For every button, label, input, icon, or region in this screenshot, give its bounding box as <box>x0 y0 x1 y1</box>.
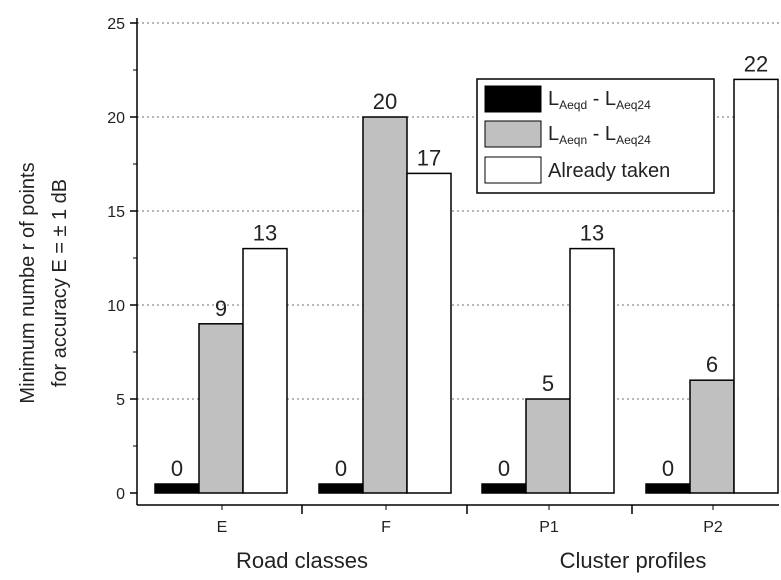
data-label: 0 <box>498 456 510 481</box>
data-label: 0 <box>662 456 674 481</box>
legend: LAeqd - LAeq24 LAeqn - LAeq24 Already ta… <box>476 78 715 194</box>
y-tick-label: 20 <box>107 110 125 127</box>
bar <box>154 483 200 494</box>
bar <box>406 172 452 494</box>
bar <box>689 379 735 494</box>
y-tick-label: 10 <box>107 298 125 315</box>
group-label-cluster-profiles: Cluster profiles <box>560 548 707 573</box>
y-axis-label-line1: Minimum numbe r of points <box>17 162 39 403</box>
data-label: 13 <box>580 221 604 246</box>
y-tick-label: 25 <box>107 16 125 33</box>
legend-label-already-taken: Already taken <box>548 160 670 182</box>
legend-swatch-aeqn <box>484 120 542 148</box>
group-label-road-classes: Road classes <box>236 548 368 573</box>
bar <box>733 78 779 494</box>
legend-label-aeqn: LAeqn - LAeq24 <box>548 123 651 147</box>
data-label: 13 <box>253 221 277 246</box>
data-label: 6 <box>706 352 718 377</box>
data-label: 0 <box>335 456 347 481</box>
bar <box>525 398 571 494</box>
x-tick-label: F <box>381 519 391 536</box>
bar <box>645 483 691 494</box>
data-label: 17 <box>417 145 441 170</box>
x-tick-label: P2 <box>703 519 723 536</box>
y-axis-label-line2: for accuracy E = ± 1 dB <box>49 179 71 387</box>
bar <box>242 247 288 494</box>
y-tick-label: 15 <box>107 204 125 221</box>
y-tick-label: 5 <box>116 392 125 409</box>
legend-swatch-aeqd <box>484 85 542 113</box>
y-tick-label: 0 <box>116 486 125 503</box>
bar <box>198 323 244 494</box>
bars <box>154 78 779 494</box>
data-label: 22 <box>744 51 768 76</box>
data-label: 0 <box>171 456 183 481</box>
axes: 0 5 10 15 20 25 E F P1 P2 <box>107 16 779 536</box>
legend-swatch-already-taken <box>484 156 542 184</box>
x-tick-label: E <box>217 519 228 536</box>
bar <box>481 483 527 494</box>
bar <box>362 116 408 494</box>
bar <box>569 247 615 494</box>
data-label: 5 <box>542 371 554 396</box>
legend-label-aeqd: LAeqd - LAeq24 <box>548 88 651 112</box>
data-labels: 0 9 13 0 20 17 0 5 13 0 6 22 <box>171 51 768 481</box>
data-label: 9 <box>215 296 227 321</box>
x-tick-label: P1 <box>539 519 559 536</box>
data-label: 20 <box>373 89 397 114</box>
bar <box>318 483 364 494</box>
